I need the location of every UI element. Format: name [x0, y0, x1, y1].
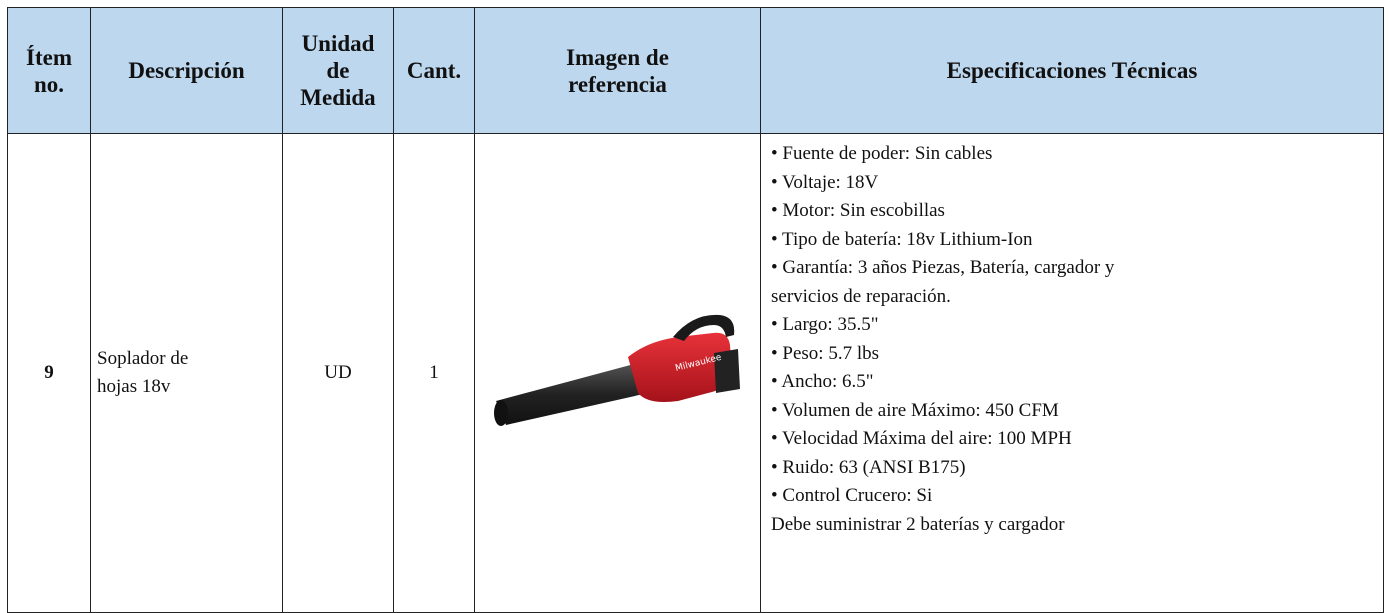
header-text: Descripción: [128, 58, 245, 83]
spec-line: • Tipo de batería: 18v Lithium-Ion: [771, 228, 1033, 250]
spec-table: Ítem no. Descripción Unidad de Medida Cant. Ima…: [7, 7, 1384, 613]
row: 9 Soplador de hojas 18v UD 1 Milwaukee: [7, 133, 1384, 613]
spec-line: • Control Crucero: Si: [771, 485, 933, 506]
header-text: de: [326, 58, 350, 83]
spec-line: • Garantía: 3 años Piezas, Batería, carg…: [771, 257, 1115, 278]
header-text: Cant.: [406, 58, 462, 83]
spec-line: • Ruido: 63 (ANSI B175): [771, 456, 966, 478]
spec-line: • Ancho: 6.5": [771, 371, 874, 392]
spec-line: • Motor: Sin escobillas: [771, 200, 945, 221]
description-line: Soplador de: [97, 347, 189, 369]
specs-cell: • Fuente de poder: Sin cables • Voltaje: …: [760, 133, 1384, 613]
header-text: Medida: [300, 85, 376, 110]
description-cell: Soplador de hojas 18v: [90, 133, 283, 613]
header-cell: Cant.: [393, 7, 475, 134]
image-cell: Milwaukee: [474, 133, 761, 613]
spec-line: • Velocidad Máxima del aire: 100 MPH: [771, 428, 1072, 449]
header-row: Ítem no. Descripción Unidad de Medida Cant. Ima…: [7, 7, 1384, 134]
header-text: Imagen de: [566, 44, 669, 70]
body: 9 Soplador de hojas 18v UD 1 Milwaukee: [7, 133, 1384, 613]
header: Ítem no. Descripción Unidad de Medida Cant. Ima…: [7, 7, 1384, 134]
spec-line: servicios de reparación.: [771, 285, 951, 307]
header-text: no.: [33, 71, 65, 97]
header-cell: Descripción: [90, 7, 283, 134]
header-text: Ítem: [26, 44, 72, 70]
item: 9: [44, 361, 54, 383]
spec-line: • Fuente de poder: Sin cables: [771, 143, 993, 164]
header-text: Unidad: [301, 31, 375, 56]
unit-cell: UD: [282, 133, 394, 613]
product-image: Milwaukee: [493, 315, 740, 427]
spec-line: • Volumen de aire Máximo: 450 CFM: [771, 399, 1059, 421]
item-cell: 9: [7, 133, 91, 613]
quantity: 1: [429, 361, 439, 383]
header-cell: Imagen de referencia: [474, 7, 761, 134]
header-cell: Ítem no.: [7, 7, 91, 134]
header-cell: Unidad de Medida: [282, 7, 394, 134]
header-text: referencia: [568, 71, 667, 97]
spec-line: • Peso: 5.7 lbs: [771, 342, 879, 364]
quantity-cell: 1: [393, 133, 475, 613]
description-line: hojas 18v: [97, 376, 171, 397]
unit: UD: [324, 361, 352, 383]
spec-line: • Largo: 35.5": [771, 314, 879, 335]
spec-line: • Voltaje: 18V: [771, 171, 879, 193]
header-cell: Especificaciones Técnicas: [760, 7, 1384, 134]
header-text: Especificaciones Técnicas: [946, 58, 1198, 83]
spec-line: Debe suministrar 2 baterías y cargador: [771, 513, 1065, 535]
